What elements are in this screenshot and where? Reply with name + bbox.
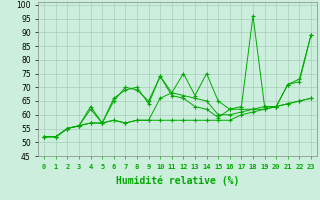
X-axis label: Humidité relative (%): Humidité relative (%) — [116, 175, 239, 186]
